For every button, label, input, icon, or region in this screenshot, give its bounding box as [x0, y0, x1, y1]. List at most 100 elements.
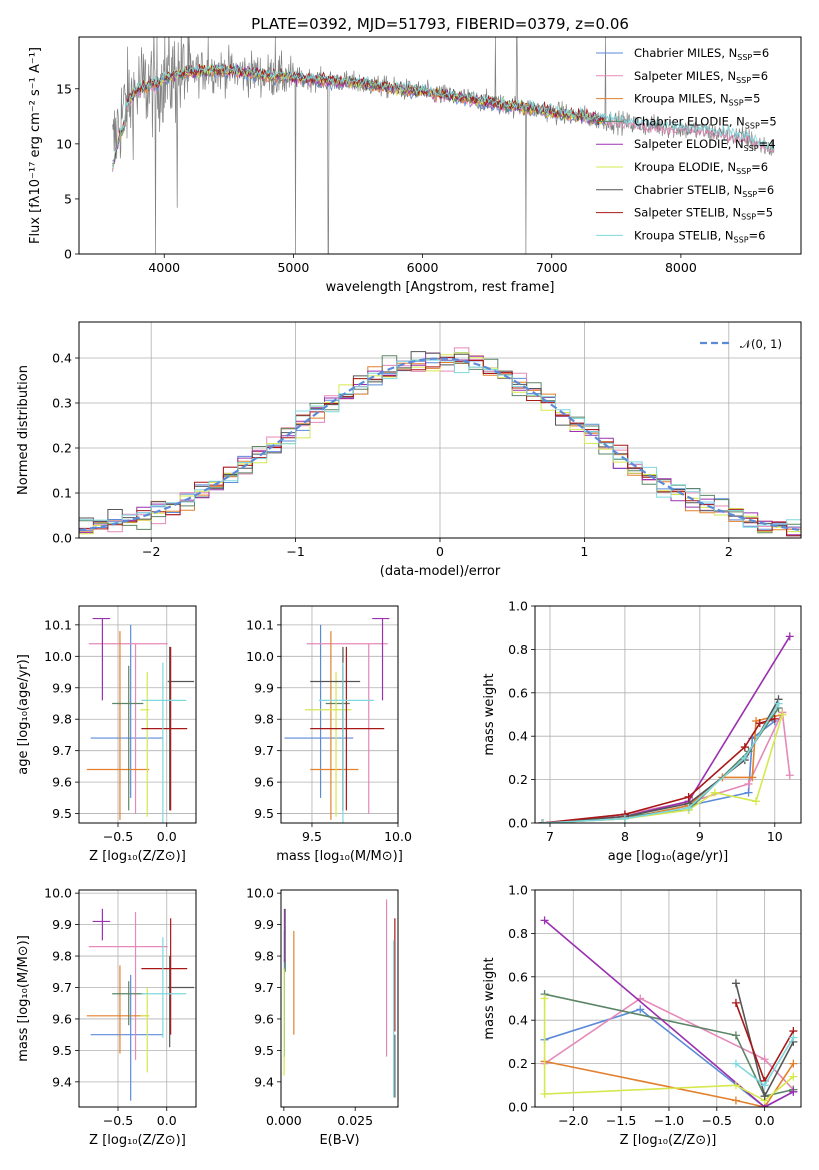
mass-weight-line: [544, 993, 794, 1098]
y-tick-label: 0.1: [52, 486, 72, 501]
axes: 9.5 10.0 9.5 9.6 9.7 9.8 9.9 10.0 10.1 mass [log₁…: [246, 605, 412, 864]
grid: [535, 605, 801, 824]
y-axis-label: Flux [fλ10⁻¹⁷ erg cm⁻² s⁻¹ A⁻¹]: [28, 47, 43, 244]
y-tick-label: 9.7: [254, 743, 274, 758]
y-tick-label: 9.8: [52, 949, 72, 964]
mass-weight-vs-metallicity-panel: −2.0 −1.5 −1.0 −0.5 0.0 0.0 0.2 0.4 0.6 0.8 1.0 Z […: [482, 883, 802, 1148]
plot-area: [86, 908, 195, 1101]
data-point-marker: [744, 788, 753, 797]
x-tick-label: 0: [436, 544, 444, 559]
y-tick-label: 9.8: [254, 949, 274, 964]
axes-frame: [78, 889, 197, 1108]
data-point-marker: [785, 771, 794, 780]
data-point-marker: [789, 1033, 798, 1042]
plot-area: [283, 899, 396, 1098]
figure-title: PLATE=0392, MJD=51793, FIBERID=0379, z=0…: [251, 15, 629, 33]
x-tick-label: 8000: [665, 260, 697, 275]
y-tick-label: 9.5: [254, 1043, 274, 1058]
data-point-marker: [740, 753, 749, 762]
x-tick-label: 9.5: [302, 829, 322, 844]
y-tick-label: 9.5: [254, 806, 274, 821]
data-point-marker: [770, 714, 779, 723]
legend-entry: Salpeter ELODIE, NSSP=4: [634, 137, 776, 153]
data-point-marker: [748, 773, 757, 782]
mass-vs-reddening-panel: 0.000 0.025 9.4 9.5 9.6 9.7 9.8 9.9 10.0 E(B-V): [246, 886, 399, 1148]
y-axis-label: mass weight: [482, 957, 497, 1039]
data-point-marker: [778, 710, 787, 719]
legend-entry: 𝒩(0, 1): [740, 337, 782, 351]
y-tick-label: 0.6: [508, 969, 528, 984]
mass-weight-line: [542, 718, 776, 823]
data-point-marker: [731, 998, 740, 1007]
x-tick-label: 0.0: [157, 829, 177, 844]
plot-area: [79, 347, 801, 537]
y-tick-label: 15: [56, 81, 72, 96]
data-point-marker: [731, 1031, 740, 1040]
y-tick-label: 0.4: [52, 351, 72, 366]
data-point-marker: [760, 1055, 769, 1064]
y-tick-label: 1.0: [508, 883, 528, 898]
x-tick-label: −2: [142, 544, 160, 559]
y-tick-label: 10.0: [246, 649, 274, 664]
x-tick-label: 0.000: [266, 1113, 302, 1128]
y-tick-label: 0.2: [508, 1056, 528, 1071]
x-tick-label: 1: [580, 544, 588, 559]
x-axis-label: mass [log₁₀(M/M⊙)]: [276, 849, 403, 864]
data-point-marker: [789, 1087, 798, 1096]
data-point-marker: [789, 1059, 798, 1068]
legend-entry: Kroupa STELIB, NSSP=6: [634, 228, 765, 244]
x-tick-label: −1.0: [654, 1113, 684, 1128]
data-point-marker: [684, 803, 693, 812]
data-point-marker: [752, 797, 761, 806]
data-point-marker: [744, 779, 753, 788]
grid: [79, 606, 196, 823]
legend-entry: Salpeter STELIB, NSSP=5: [634, 206, 773, 222]
x-tick-label: 10.0: [384, 829, 412, 844]
axes-frame: [78, 36, 802, 255]
x-axis-label: (data-model)/error: [380, 564, 501, 579]
y-tick-label: 9.5: [52, 1043, 72, 1058]
axes-frame: [280, 889, 399, 1108]
plot-area: [86, 617, 195, 823]
y-tick-label: 0.2: [508, 772, 528, 787]
y-tick-label: 5: [64, 191, 72, 206]
x-tick-label: −1.5: [606, 1113, 636, 1128]
data-point-marker: [684, 792, 693, 801]
x-tick-label: 8: [621, 829, 629, 844]
axes: 0.000 0.025 9.4 9.5 9.6 9.7 9.8 9.9 10.0 E(B-V): [246, 886, 399, 1148]
mass-weight-line: [542, 635, 791, 823]
legend: Chabrier MILES, NSSP=6 Salpeter MILES, NS…: [596, 46, 777, 244]
axes: −2 −1 0 1 2 0.0 0.1 0.2 0.3 0.4 (data-model)/error…: [16, 321, 802, 579]
mass-weight-line: [542, 707, 780, 823]
legend-entry: Salpeter MILES, NSSP=6: [634, 69, 768, 85]
y-tick-label: 9.4: [254, 1074, 274, 1089]
data-point-marker: [538, 819, 547, 823]
y-tick-label: 10.0: [44, 886, 72, 901]
x-tick-label: −2.0: [558, 1113, 588, 1128]
x-tick-label: 2: [725, 544, 733, 559]
y-tick-label: 9.9: [52, 680, 72, 695]
y-tick-label: 9.6: [254, 1011, 274, 1026]
data-point-marker: [540, 916, 549, 925]
data-point-marker: [731, 1081, 740, 1090]
y-tick-label: 9.6: [52, 775, 72, 790]
x-tick-label: 7: [546, 829, 554, 844]
data-point-marker: [789, 1072, 798, 1081]
data-point-marker: [731, 979, 740, 988]
axes: −2.0 −1.5 −1.0 −0.5 0.0 0.0 0.2 0.4 0.6 0.8 1.0 Z […: [482, 883, 802, 1148]
y-tick-label: 0.0: [508, 816, 528, 831]
y-axis-label: age [log₁₀(age/yr)]: [16, 654, 31, 775]
x-axis-label: Z [log₁₀(Z/Z⊙)]: [620, 1133, 717, 1148]
mass-weight-vs-age-panel: 7 8 9 10 0.0 0.2 0.4 0.6 0.8 1.0 age [log₁₀(age/yr…: [482, 599, 802, 864]
mass-vs-metallicity-panel: −0.5 0.0 9.4 9.5 9.6 9.7 9.8 9.9 10.0 Z [log₁₀(Z/…: [16, 886, 197, 1148]
y-tick-label: 9.9: [52, 917, 72, 932]
x-tick-label: 7000: [536, 260, 568, 275]
data-point-marker: [731, 1059, 740, 1068]
axes-frame: [280, 605, 399, 824]
y-tick-label: 0: [64, 247, 72, 262]
x-axis-label: Z [log₁₀(Z/Z⊙)]: [89, 1133, 186, 1148]
x-tick-label: 5000: [277, 260, 309, 275]
y-tick-label: 0.2: [52, 441, 72, 456]
data-point-marker: [540, 1089, 549, 1098]
